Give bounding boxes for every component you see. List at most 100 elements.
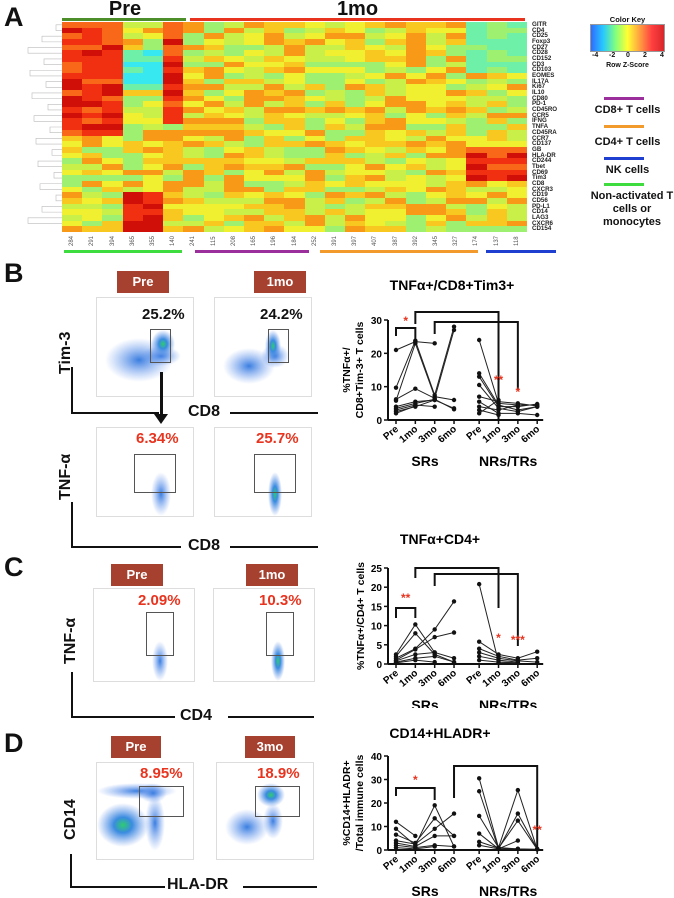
- heatmap-cell: [284, 169, 306, 176]
- heatmap-cell: [122, 73, 144, 80]
- heatmap-cell: [385, 226, 407, 233]
- dendrogram-branch: [27, 47, 62, 54]
- y-axis-label: %TNFα+/: [341, 347, 353, 392]
- heatmap-cell: [163, 209, 184, 216]
- heatmap-cell: [163, 169, 184, 176]
- heatmap-cell: [486, 33, 508, 40]
- heatmap-cell: [284, 95, 306, 102]
- heatmap-column-label: 165: [251, 235, 258, 246]
- x-tick-label: 6mo: [519, 424, 542, 446]
- heatmap-cell: [183, 175, 204, 182]
- heatmap-cell: [223, 129, 245, 136]
- heatmap-cell: [223, 124, 245, 131]
- heatmap-cell: [122, 169, 144, 176]
- heatmap-cell: [163, 180, 184, 188]
- group-label: SRs: [411, 697, 438, 708]
- heatmap-cell: [243, 107, 265, 114]
- heatmap-cell: [82, 27, 103, 34]
- heatmap-row-label: CD152: [532, 55, 552, 63]
- heatmap-cell: [446, 226, 467, 233]
- heatmap-cell: [385, 78, 407, 85]
- color-key-title: Color Key: [609, 15, 646, 24]
- heatmap-cell: [62, 95, 83, 102]
- heatmap-cell: [425, 175, 447, 182]
- heatmap-cell: [223, 197, 245, 205]
- heatmap-cell: [223, 192, 245, 199]
- heatmap-cell: [466, 27, 488, 34]
- heatmap-cell: [284, 56, 306, 63]
- heatmap-cell: [284, 33, 306, 40]
- data-point: [476, 374, 482, 379]
- data-point: [432, 650, 437, 655]
- heatmap-cell: [264, 197, 285, 205]
- heatmap-cell: [324, 56, 346, 63]
- heatmap-cell: [446, 112, 467, 119]
- gate-b-pre-bottom: [134, 454, 176, 493]
- heatmap-cell: [203, 220, 225, 227]
- data-point: [476, 407, 482, 413]
- heatmap-cell: [183, 129, 204, 136]
- heatmap-cell: [365, 90, 386, 97]
- heatmap-cell: [425, 67, 447, 74]
- heatmap-cell: [243, 67, 265, 74]
- heatmap-cell: [163, 192, 184, 199]
- heatmap-cell: [345, 27, 366, 34]
- heatmap-cell: [425, 78, 447, 85]
- y-axis-label: %TNFα+/CD4+ T cells: [355, 562, 367, 670]
- heatmap-cell: [324, 78, 346, 85]
- significance-label: *: [516, 385, 521, 399]
- heatmap-cell: [122, 67, 144, 74]
- heatmap-cell: [506, 101, 528, 108]
- heatmap-cell: [405, 39, 427, 46]
- x-tick-label: Pre: [465, 854, 485, 873]
- heatmap-cell: [142, 135, 164, 142]
- heatmap-cell: [345, 135, 366, 142]
- gate-b-1mo-bottom: [254, 454, 296, 493]
- heatmap-cell: [345, 56, 366, 63]
- heatmap-cell: [506, 180, 528, 188]
- heatmap-cell: [102, 107, 124, 114]
- heatmap-cell: [223, 56, 245, 63]
- heatmap-cell: [82, 107, 103, 114]
- heatmap-cell: [264, 67, 285, 74]
- data-point: [393, 385, 399, 390]
- heatmap-cell: [385, 27, 407, 34]
- heatmap-cell: [82, 118, 103, 125]
- heatmap-cell: [82, 78, 103, 85]
- legend-label-nonactivated: Non-activated T cells or monocytes: [590, 190, 674, 228]
- heatmap-cell: [425, 84, 447, 91]
- heatmap-cell: [243, 78, 265, 85]
- heatmap-column-label: 115: [210, 236, 217, 246]
- heatmap-row-label: CD3: [532, 60, 545, 68]
- heatmap-cell: [243, 163, 265, 171]
- heatmap-cell: [486, 169, 508, 176]
- heatmap-cell: [324, 220, 346, 227]
- heatmap-cell: [365, 175, 386, 182]
- heatmap-cell: [183, 101, 204, 108]
- heatmap-cell: [284, 73, 306, 80]
- data-point: [476, 404, 482, 409]
- data-point: [476, 831, 482, 836]
- heatmap-cell: [223, 22, 245, 29]
- heatmap-cell: [405, 90, 427, 97]
- heatmap-cell: [82, 84, 103, 91]
- dendrogram-branch: [55, 194, 62, 202]
- x-tick-label: 1mo: [397, 424, 420, 446]
- pct-b-1mo-bottom: 25.7%: [256, 430, 299, 447]
- heatmap-cell: [82, 192, 103, 199]
- flow-plot-b-pre-bottom: [96, 427, 194, 517]
- heatmap-cell: [324, 214, 346, 222]
- heatmap-cell: [223, 73, 245, 80]
- heatmap-cell: [102, 192, 124, 199]
- heatmap-cell: [446, 175, 467, 182]
- heatmap-cell: [243, 141, 265, 148]
- heatmap-cell: [446, 84, 467, 91]
- heatmap-cell: [486, 203, 508, 210]
- heatmap-cell: [345, 22, 366, 29]
- y-tick-label: 30: [371, 316, 383, 327]
- heatmap-cell: [122, 152, 144, 159]
- heatmap-cell: [345, 146, 366, 154]
- significance-label: *: [403, 314, 408, 328]
- heatmap-cell: [142, 192, 164, 199]
- x-tick-label: 1mo: [481, 854, 504, 876]
